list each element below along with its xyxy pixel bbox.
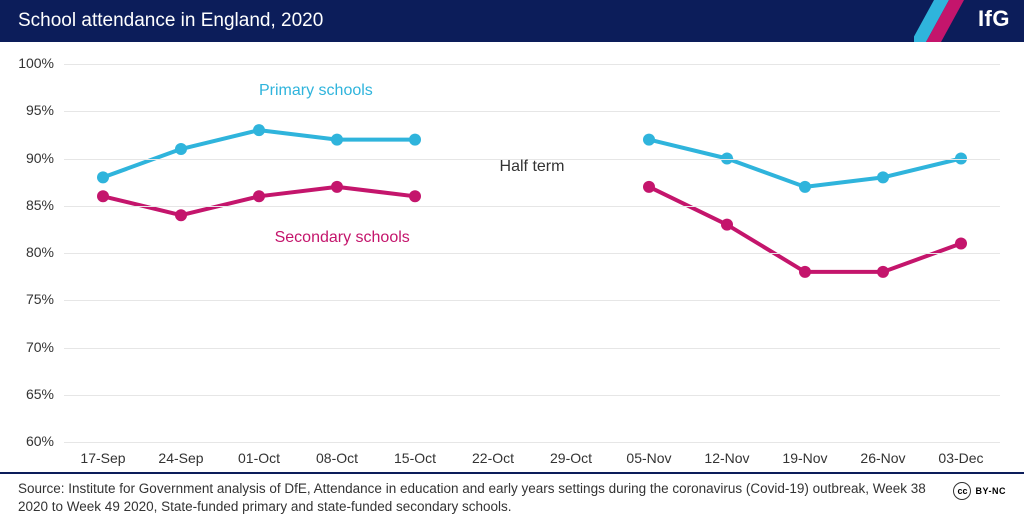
- y-tick-label: 100%: [0, 55, 54, 71]
- x-tick-label: 12-Nov: [704, 450, 749, 466]
- series-marker: [877, 266, 889, 278]
- y-tick-label: 70%: [0, 339, 54, 355]
- series-marker: [97, 190, 109, 202]
- gridline: [64, 348, 1000, 349]
- chart-title: School attendance in England, 2020: [18, 10, 323, 32]
- series-label: Secondary schools: [275, 229, 410, 247]
- annotation-half-term: Half term: [500, 158, 565, 176]
- license-badge: cc BY-NC: [953, 482, 1006, 500]
- series-marker: [175, 143, 187, 155]
- logo-text: IfG: [978, 6, 1010, 32]
- series-marker: [331, 181, 343, 193]
- series-marker: [643, 181, 655, 193]
- x-tick-label: 05-Nov: [626, 450, 671, 466]
- x-tick-label: 08-Oct: [316, 450, 358, 466]
- series-marker: [799, 266, 811, 278]
- header-bar: School attendance in England, 2020 IfG: [0, 0, 1024, 42]
- series-marker: [175, 209, 187, 221]
- series-marker: [97, 171, 109, 183]
- series-marker: [331, 134, 343, 146]
- y-tick-label: 95%: [0, 102, 54, 118]
- x-tick-label: 17-Sep: [80, 450, 125, 466]
- series-marker: [253, 124, 265, 136]
- x-tick-label: 01-Oct: [238, 450, 280, 466]
- gridline: [64, 111, 1000, 112]
- plot-svg: [0, 42, 1024, 472]
- series-marker: [643, 134, 655, 146]
- series-marker: [799, 181, 811, 193]
- y-tick-label: 75%: [0, 291, 54, 307]
- x-tick-label: 19-Nov: [782, 450, 827, 466]
- chart-area: 60% 65% 70% 75% 80% 85% 90% 95% 100% 17-Sep 24-Sep…: [0, 42, 1024, 472]
- gridline: [64, 395, 1000, 396]
- series-marker: [877, 171, 889, 183]
- y-tick-label: 90%: [0, 150, 54, 166]
- y-tick-label: 60%: [0, 433, 54, 449]
- series-label: Primary schools: [259, 82, 373, 100]
- gridline: [64, 442, 1000, 443]
- y-tick-label: 80%: [0, 244, 54, 260]
- y-tick-label: 65%: [0, 386, 54, 402]
- cc-icon: cc: [953, 482, 971, 500]
- footer: Source: Institute for Government analysi…: [0, 472, 1024, 521]
- x-tick-label: 29-Oct: [550, 450, 592, 466]
- x-tick-label: 24-Sep: [158, 450, 203, 466]
- y-tick-label: 85%: [0, 197, 54, 213]
- series-line: [103, 187, 961, 272]
- source-text: Source: Institute for Government analysi…: [18, 480, 943, 516]
- series-marker: [409, 134, 421, 146]
- series-marker: [409, 190, 421, 202]
- series-marker: [721, 219, 733, 231]
- x-tick-label: 03-Dec: [938, 450, 983, 466]
- gridline: [64, 253, 1000, 254]
- license-text: BY-NC: [975, 486, 1006, 496]
- series-marker: [253, 190, 265, 202]
- x-tick-label: 22-Oct: [472, 450, 514, 466]
- gridline: [64, 206, 1000, 207]
- gridline: [64, 64, 1000, 65]
- x-tick-label: 26-Nov: [860, 450, 905, 466]
- x-tick-label: 15-Oct: [394, 450, 436, 466]
- header-stripe: [914, 0, 974, 42]
- series-marker: [955, 238, 967, 250]
- gridline: [64, 300, 1000, 301]
